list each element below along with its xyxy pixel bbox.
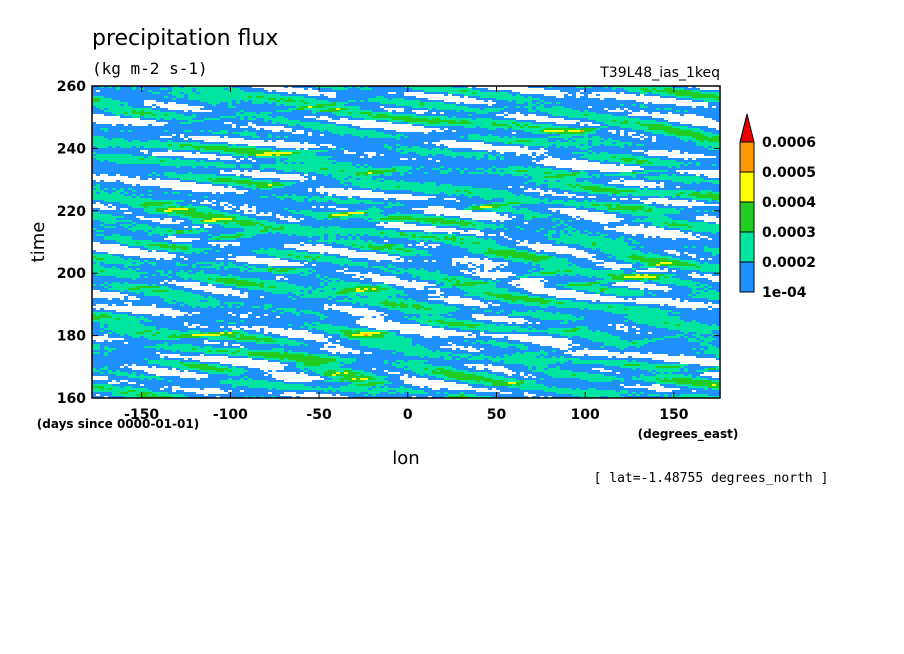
- x-axis-label: lon: [392, 448, 419, 469]
- x-tick-label: 50: [487, 407, 507, 423]
- colorbar-segment: [739, 141, 755, 173]
- chart-title: precipitation flux: [92, 26, 278, 51]
- colorbar-label: 0.0004: [762, 195, 816, 211]
- colorbar-label: 1e-04: [762, 285, 807, 301]
- y-tick-label: 180: [57, 329, 86, 345]
- y-axis-units: (days since 0000-01-01): [37, 417, 199, 431]
- x-tick-label: 0: [403, 407, 413, 423]
- chart-units: (kg m-2 s-1): [92, 59, 208, 78]
- y-tick-label: 200: [57, 266, 86, 282]
- x-tick-label: -100: [213, 407, 248, 423]
- plot-frame: [91, 85, 721, 399]
- latitude-note: [ lat=-1.48755 degrees_north ]: [594, 471, 829, 486]
- y-tick-label: 260: [57, 79, 86, 95]
- run-label: T39L48_ias_1keq: [599, 65, 720, 81]
- colorbar-segment: [739, 201, 755, 233]
- x-axis-units: (degrees_east): [638, 427, 739, 442]
- y-axis-label: time: [28, 222, 49, 263]
- colorbar-label: 0.0003: [762, 225, 816, 241]
- colorbar: 1e-04 0.0002 0.0003 0.0004 0.0005 0.0006: [739, 113, 816, 301]
- y-tick-label: 240: [57, 141, 86, 157]
- x-axis: -150 -100 -50 0 50 100 150: [124, 86, 689, 423]
- colorbar-segment: [739, 261, 755, 293]
- heatmap-field: [92, 86, 720, 398]
- colorbar-segment: [739, 171, 755, 203]
- y-axis: 160 180 200 220 240 260: [57, 79, 720, 407]
- y-tick-label: 220: [57, 204, 86, 220]
- colorbar-segment: [739, 231, 755, 263]
- colorbar-label: 0.0006: [762, 135, 816, 151]
- x-tick-label: -50: [306, 407, 332, 423]
- y-tick-label: 160: [57, 391, 86, 407]
- x-tick-label: 150: [659, 407, 688, 423]
- colorbar-label: 0.0005: [762, 165, 816, 181]
- colorbar-extend-triangle: [739, 113, 755, 143]
- colorbar-label: 0.0002: [762, 255, 816, 271]
- x-tick-label: 100: [571, 407, 600, 423]
- x-tick-label: -150: [124, 407, 159, 423]
